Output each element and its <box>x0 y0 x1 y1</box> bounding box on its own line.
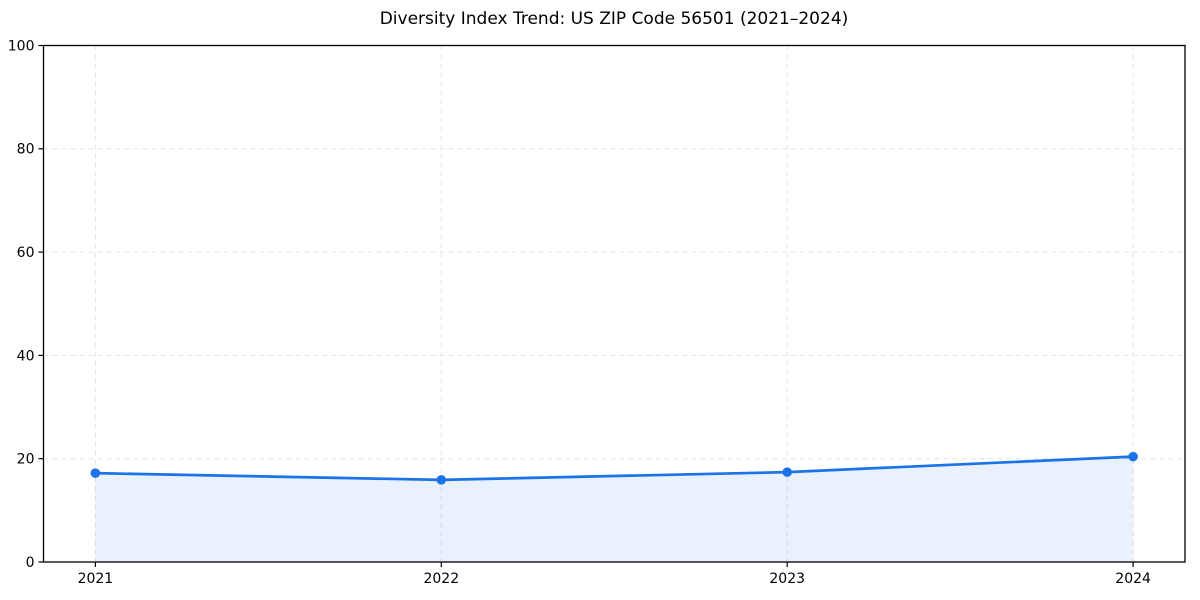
y-tick-label: 20 <box>17 452 35 468</box>
x-tick-label: 2021 <box>78 571 114 587</box>
data-point <box>436 475 447 485</box>
y-tick-label: 0 <box>26 555 35 571</box>
chart-title: Diversity Index Trend: US ZIP Code 56501… <box>379 9 849 29</box>
data-point <box>90 468 101 478</box>
x-tick-label: 2023 <box>769 571 805 587</box>
axis-frame <box>42 44 1186 563</box>
area-fill <box>95 456 1134 562</box>
x-tick-label: 2022 <box>423 571 459 587</box>
y-tick-label: 40 <box>17 348 35 364</box>
data-point <box>782 467 793 477</box>
trend-line <box>94 455 1135 482</box>
y-tick-label: 100 <box>8 38 35 54</box>
data-point <box>1128 451 1138 462</box>
y-tick-label: 80 <box>17 142 35 158</box>
x-tick-label: 2024 <box>1115 571 1151 587</box>
y-tick-label: 60 <box>17 245 35 261</box>
